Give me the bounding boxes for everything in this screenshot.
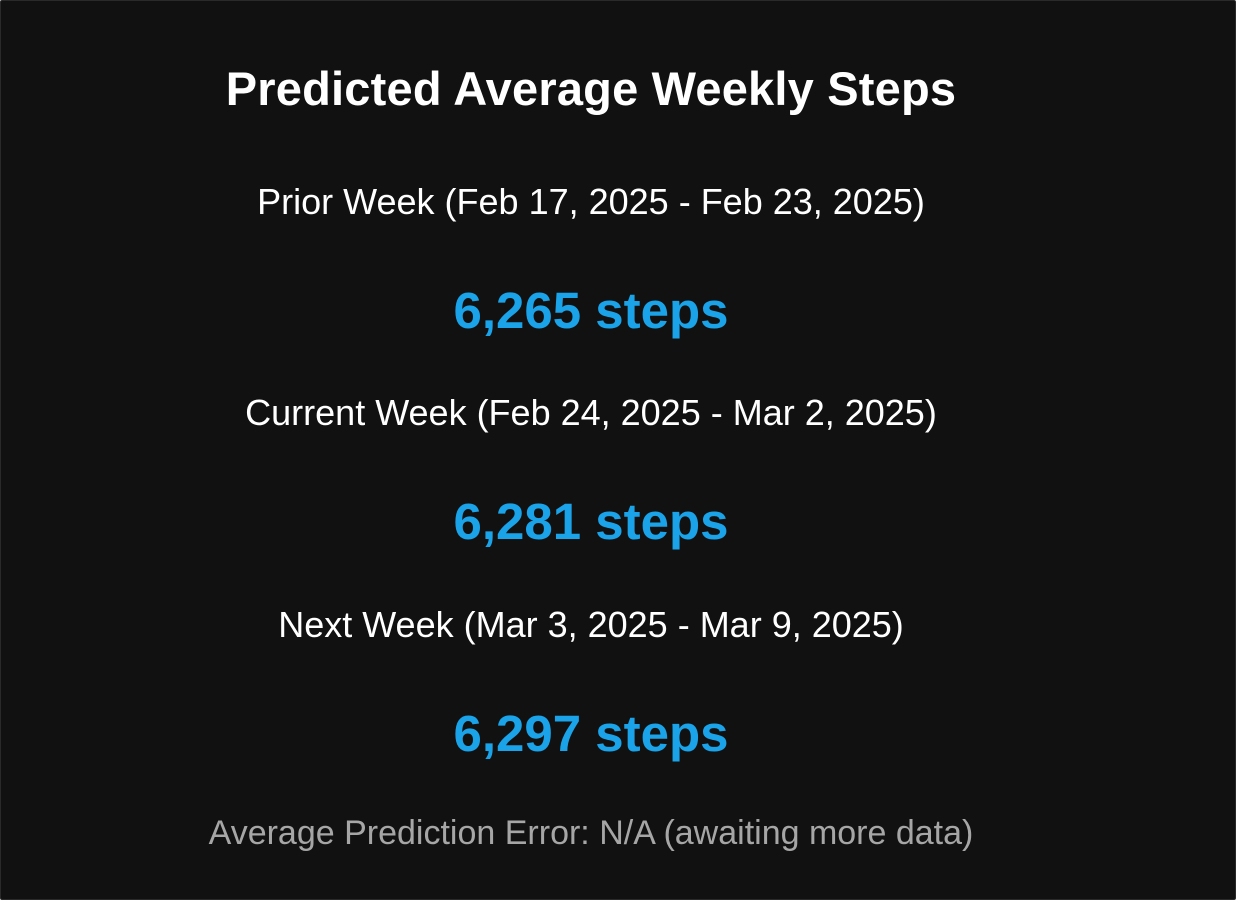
prior-week-steps: 6,265 steps (453, 282, 729, 339)
prediction-content: Predicted Average Weekly Steps Prior Wee… (1, 1, 1181, 899)
prediction-error-text: Average Prediction Error: N/A (awaiting … (208, 814, 974, 852)
next-week-label: Next Week (Mar 3, 2025 - Mar 9, 2025) (278, 604, 904, 645)
prior-week-label: Prior Week (Feb 17, 2025 - Feb 23, 2025) (257, 181, 925, 222)
current-week-steps: 6,281 steps (453, 493, 729, 550)
page-title: Predicted Average Weekly Steps (225, 62, 957, 115)
current-week-label: Current Week (Feb 24, 2025 - Mar 2, 2025… (245, 392, 937, 433)
next-week-steps: 6,297 steps (453, 705, 729, 762)
